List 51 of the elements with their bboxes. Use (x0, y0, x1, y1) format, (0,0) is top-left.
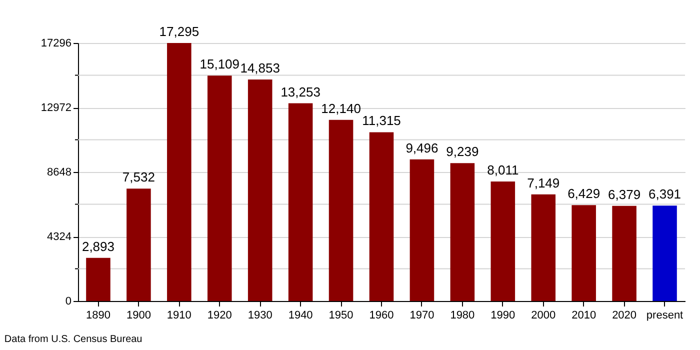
x-tick-label: 2000 (531, 310, 556, 322)
data-label: 12,140 (321, 100, 361, 116)
bar (450, 163, 475, 301)
x-tick-label: present (646, 310, 684, 322)
data-label: 13,253 (280, 84, 320, 100)
x-tick-label: 1980 (450, 310, 475, 322)
x-tick-label: 2010 (572, 310, 596, 322)
data-label: 17,295 (159, 24, 200, 40)
bar (86, 258, 110, 301)
x-tick-label: 1970 (410, 310, 434, 322)
data-label: 7,532 (122, 170, 155, 185)
x-tick-label: 1960 (369, 310, 394, 322)
bar (531, 194, 556, 301)
bar (207, 76, 232, 301)
x-tick-label: 1940 (288, 310, 313, 322)
y-tick-label: 8648 (47, 166, 72, 178)
x-tick-label: 2020 (612, 310, 637, 322)
bar (248, 79, 272, 301)
bar (126, 188, 151, 301)
y-tick-label: 4324 (47, 231, 72, 243)
bar (369, 132, 394, 301)
x-tick-label: 1900 (126, 310, 151, 322)
y-tick-label: 12972 (40, 102, 72, 114)
text: Data from U.S. Census Bureau (4, 334, 142, 345)
data-label: 8,011 (487, 162, 519, 178)
data-label: 9,496 (406, 140, 438, 156)
data-label: 14,853 (240, 60, 280, 76)
data-label: 11,315 (362, 113, 401, 128)
x-tick-label: 1930 (248, 310, 272, 322)
data-label: 6,379 (608, 186, 641, 202)
bar (612, 206, 636, 301)
y-tick-label: 17296 (40, 38, 72, 50)
data-label: 6,429 (568, 186, 600, 202)
bar (572, 205, 596, 301)
data-label: 6,391 (648, 186, 682, 202)
x-tick-label: 1910 (166, 310, 192, 322)
bar (652, 206, 677, 301)
data-label: 15,109 (200, 56, 240, 72)
data-label: 7,149 (527, 175, 560, 190)
x-tick-label: 1890 (86, 310, 110, 322)
x-tick-label: 1990 (490, 310, 516, 322)
y-tick-label: 0 (65, 296, 72, 308)
data-label: 2,893 (82, 238, 115, 254)
data-label: 9,239 (446, 144, 479, 160)
x-tick-label: 1950 (328, 310, 354, 322)
bar (410, 159, 434, 301)
bar (167, 43, 192, 301)
x-tick-label: 1920 (207, 310, 232, 322)
bar (328, 120, 354, 301)
bar (288, 103, 313, 301)
bar (490, 182, 516, 301)
